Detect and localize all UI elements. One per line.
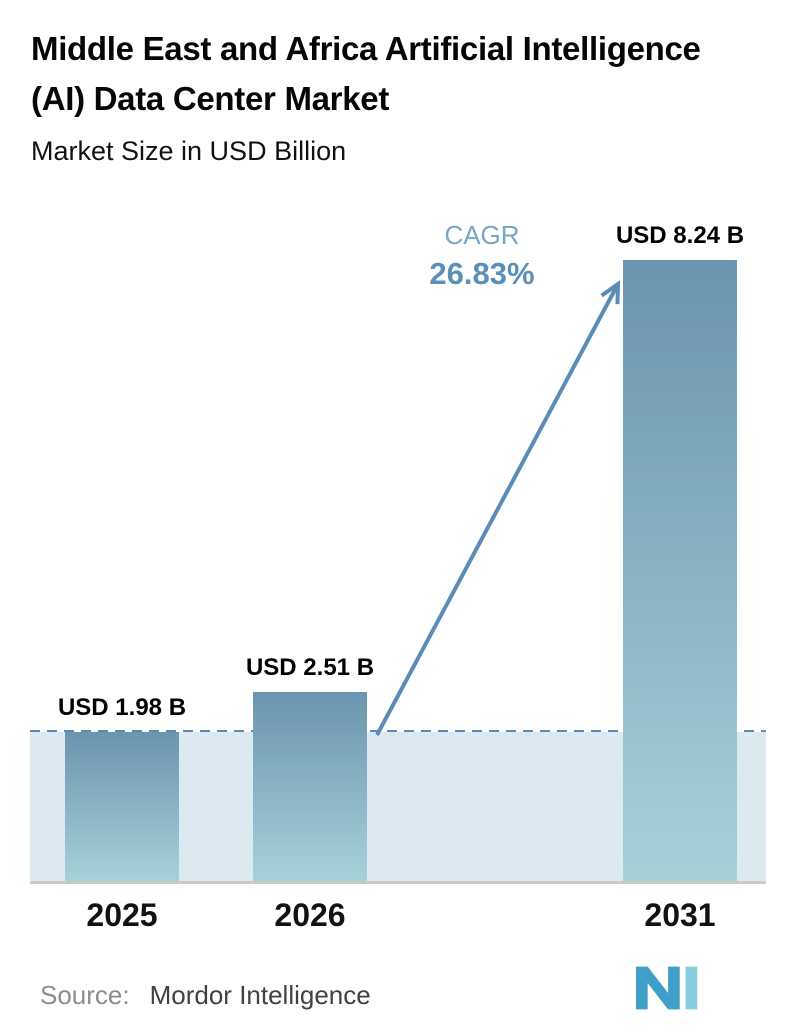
x-axis-label-2025: 2025 [86, 897, 158, 933]
x-axis-label-2026: 2026 [274, 897, 346, 933]
bar-value-label-2031: USD 8.24 B [615, 222, 745, 249]
dashed-threshold-line [30, 730, 766, 732]
source-prefix: Source: [40, 980, 130, 1010]
cagr-value: 26.83% [429, 256, 535, 291]
bar-2026 [253, 692, 367, 881]
x-axis-label-2031: 2031 [644, 897, 716, 933]
source-name: Mordor Intelligence [149, 980, 371, 1010]
chart-title: Middle East and Africa Artificial Intell… [31, 30, 701, 117]
bar-2025 [65, 732, 179, 881]
cagr-annotation: CAGR 26.83% [402, 220, 562, 292]
mordor-intelligence-logo [636, 966, 698, 1010]
bar-value-label-2025: USD 1.98 B [57, 694, 187, 721]
plot-area: CAGR 26.83% USD 1.98 B 2025 USD 2.51 B 2026… [30, 200, 766, 933]
bar-value-label-2026: USD 2.51 B [245, 654, 375, 681]
cagr-label: CAGR [444, 220, 520, 250]
cagr-arrow [375, 280, 621, 736]
chart-subtitle: Market Size in USD Billion [31, 136, 347, 166]
source-line: Source: Mordor Intelligence [40, 980, 371, 1011]
bar-2031 [623, 260, 737, 881]
